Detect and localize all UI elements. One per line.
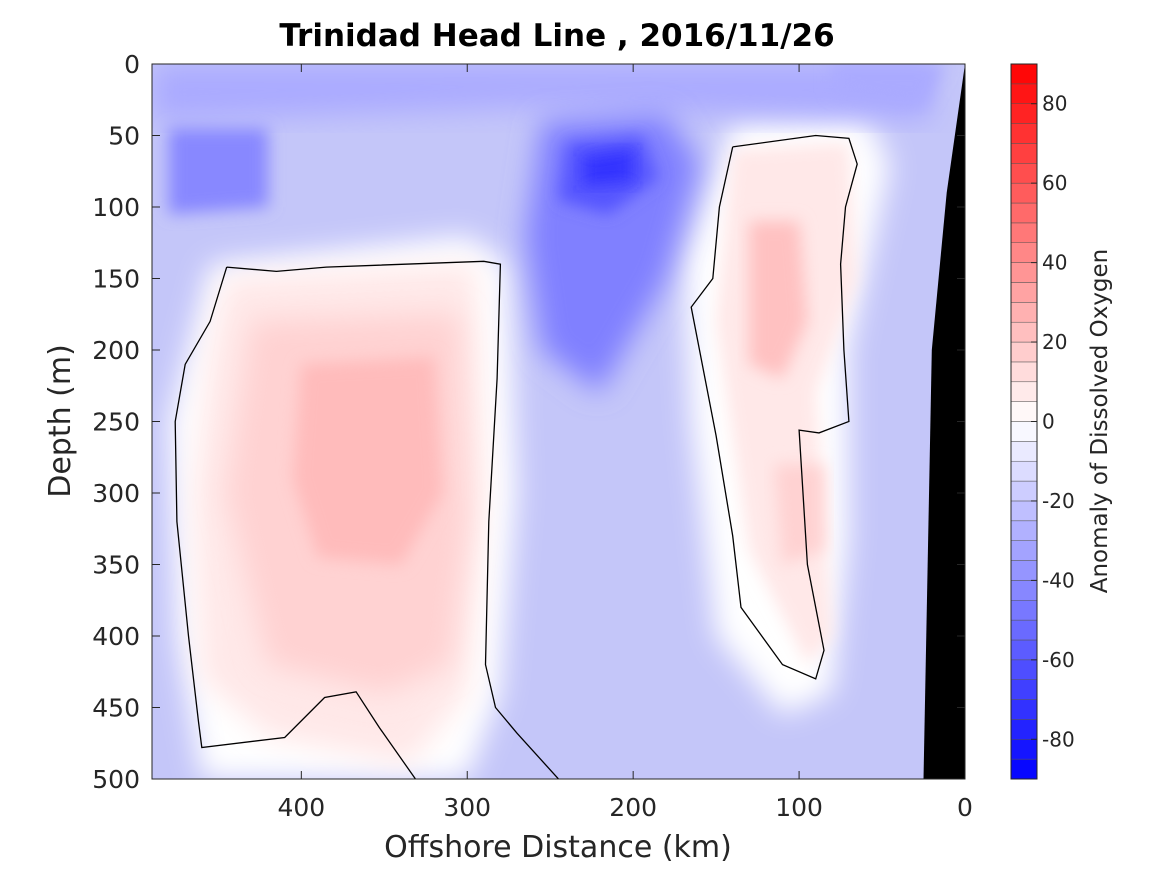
y-tick-label: 0 xyxy=(124,50,140,79)
colorbar-level xyxy=(1010,262,1038,283)
y-tick-label: 200 xyxy=(92,336,140,365)
y-tick-label: 250 xyxy=(92,408,140,437)
axes: 400 300 200 100 0 0 50 100 150 200 250 300 350 400 45… xyxy=(92,50,973,822)
contour-region-neg-core-offshore xyxy=(168,128,269,215)
y-tick-label: 300 xyxy=(92,479,140,508)
x-axis-label: Offshore Distance (km) xyxy=(384,830,732,865)
y-tick-label: 50 xyxy=(108,122,140,151)
colorbar-level xyxy=(1010,381,1038,402)
y-tick-label: 150 xyxy=(92,265,140,294)
chart-title: Trinidad Head Line , 2016/11/26 xyxy=(279,18,834,54)
colorbar-level xyxy=(1010,500,1038,522)
y-axis-ticks: 0 50 100 150 200 250 300 350 400 450 500 xyxy=(92,50,965,794)
x-tick-label: 400 xyxy=(277,793,325,822)
colorbar-label: Anomaly of Dissolved Oxygen xyxy=(1087,249,1113,594)
y-tick-label: 500 xyxy=(92,765,140,794)
colorbar-tick-label: -80 xyxy=(1042,727,1075,751)
colorbar-level xyxy=(1010,222,1038,243)
x-tick-label: 200 xyxy=(609,793,657,822)
colorbar-level xyxy=(1010,560,1038,581)
colorbar-level xyxy=(1010,202,1038,224)
x-tick-label: 300 xyxy=(443,793,491,822)
x-tick-label: 0 xyxy=(957,793,973,822)
x-axis-ticks: 400 300 200 100 0 xyxy=(277,64,973,822)
colorbar-level xyxy=(1010,719,1038,740)
colorbar-tick-label: 20 xyxy=(1042,330,1067,354)
zero-contour-offshore xyxy=(174,260,560,779)
colorbar-level xyxy=(1010,341,1038,363)
colorbar-level xyxy=(1010,600,1038,621)
zero-contour-nearshore xyxy=(690,134,858,680)
colorbar-level xyxy=(1010,580,1038,601)
colorbar-level xyxy=(1010,143,1038,164)
y-tick-label: 450 xyxy=(92,694,140,723)
colorbar-level xyxy=(1010,639,1038,661)
contour-region-neg-core xyxy=(583,149,634,186)
bathymetry-mask xyxy=(923,64,965,779)
colorbar-level xyxy=(1010,182,1038,204)
colorbar-tick-label: -60 xyxy=(1042,648,1075,672)
colorbar-level xyxy=(1010,679,1038,700)
colorbar: -80 -60 -40 -20 0 20 40 60 80 xyxy=(1010,63,1075,780)
colorbar-level xyxy=(1010,758,1038,780)
colorbar-level xyxy=(1010,163,1038,184)
colorbar-level xyxy=(1010,103,1038,124)
colorbar-tick-label: 40 xyxy=(1042,251,1067,275)
y-axis-label: Depth (m) xyxy=(43,344,78,498)
colorbar-level xyxy=(1010,302,1038,323)
colorbar-level xyxy=(1010,739,1038,760)
colorbar-level xyxy=(1010,441,1038,462)
contour-region-pos-near-deep xyxy=(774,464,824,565)
colorbar-level xyxy=(1010,401,1038,422)
colorbar-level xyxy=(1010,421,1038,442)
contour-region-neg-band-surface xyxy=(152,64,932,122)
contour-region-pos-near-core xyxy=(749,221,808,379)
colorbar-level xyxy=(1010,123,1038,144)
colorbar-level xyxy=(1010,659,1038,680)
contour-region-pos-offshore-core xyxy=(293,357,443,565)
y-tick-label: 400 xyxy=(92,622,140,651)
colorbar-level xyxy=(1010,480,1038,502)
plot-area xyxy=(152,64,965,779)
colorbar-level xyxy=(1010,619,1038,641)
contour-region-neg-band-shelf xyxy=(832,64,946,107)
colorbar-level xyxy=(1010,321,1038,343)
colorbar-level xyxy=(1010,242,1038,263)
colorbar-tick-label: 60 xyxy=(1042,171,1067,195)
colorbar-level xyxy=(1010,699,1038,720)
colorbar-level xyxy=(1010,63,1038,85)
colorbar-level xyxy=(1010,520,1038,541)
colorbar-tick-label: -40 xyxy=(1042,568,1075,592)
y-tick-label: 350 xyxy=(92,551,140,580)
colorbar-level xyxy=(1010,460,1038,482)
colorbar-level xyxy=(1010,361,1038,383)
anomaly-field xyxy=(152,64,946,779)
colorbar-level xyxy=(1010,540,1038,561)
x-tick-label: 100 xyxy=(775,793,823,822)
colorbar-tick-label: -20 xyxy=(1042,489,1075,513)
colorbar-tick-label: 0 xyxy=(1042,410,1055,434)
colorbar-level xyxy=(1010,282,1038,303)
colorbar-tick-label: 80 xyxy=(1042,92,1067,116)
y-tick-label: 100 xyxy=(92,193,140,222)
colorbar-level xyxy=(1010,83,1038,104)
